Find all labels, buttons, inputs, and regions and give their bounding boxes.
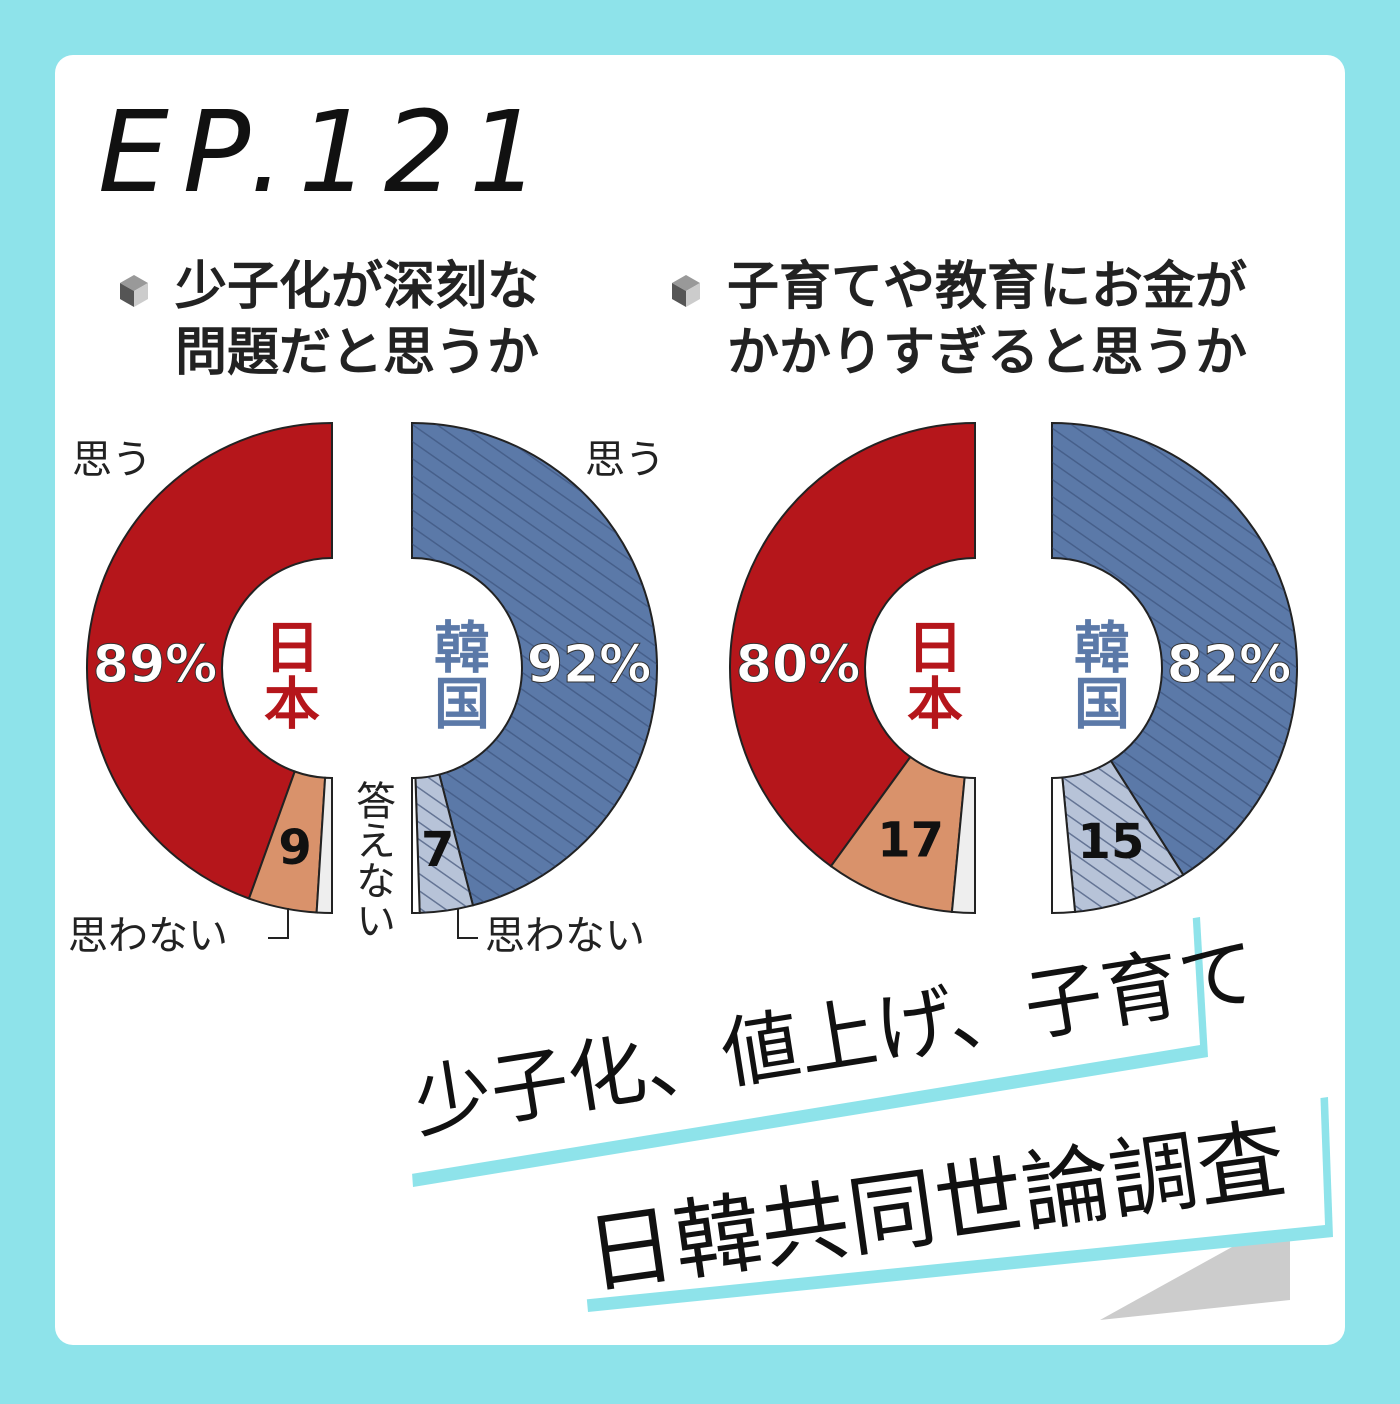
banner-box: [395, 905, 1200, 1175]
hatch: [415, 774, 473, 913]
value-label: 82%: [1167, 635, 1291, 695]
chart-title: かかりすぎると思うか: [727, 323, 1247, 383]
value-label: 89%: [93, 635, 217, 695]
leader: [268, 908, 289, 939]
segment: [411, 776, 421, 915]
category-label: 思う: [585, 437, 665, 483]
value-label: 17: [877, 812, 944, 868]
hatch: [412, 423, 657, 906]
banner-box: [570, 1085, 1325, 1300]
icon: [686, 283, 700, 307]
episode: EP.121: [98, 88, 554, 218]
segment: [1051, 776, 1077, 915]
series-name: 日本: [255, 618, 320, 730]
value-label: 92%: [527, 635, 651, 695]
category-label: 思わない: [68, 913, 228, 959]
value-label: 80%: [736, 635, 860, 695]
chart-title: 問題だと思うか: [175, 323, 539, 383]
segment: [86, 421, 333, 900]
segment: [950, 776, 976, 915]
series-name: 韓国: [425, 618, 490, 730]
series-name: 日本: [898, 618, 963, 730]
value-label: 9: [278, 820, 311, 876]
leader: [457, 908, 478, 939]
segment: [315, 776, 333, 915]
icon: [120, 283, 134, 307]
segment: [729, 421, 976, 868]
icon: [134, 283, 148, 307]
icon: [672, 283, 686, 307]
series-name: 韓国: [1065, 618, 1130, 730]
category-label: 思う: [72, 437, 152, 483]
value-label: 15: [1078, 814, 1145, 870]
category-label: 思わない: [485, 913, 645, 959]
chart-title: 子育てや教育にお金が: [727, 257, 1247, 317]
value-label: 7: [421, 822, 454, 878]
hatch: [1062, 760, 1184, 912]
banner: 少子化、値上げ、子育て 日韓共同世論調査: [395, 905, 1333, 1320]
hatch: [1052, 423, 1297, 875]
chart-title: 少子化が深刻な: [175, 257, 539, 317]
category-label: 答えない: [349, 780, 395, 940]
